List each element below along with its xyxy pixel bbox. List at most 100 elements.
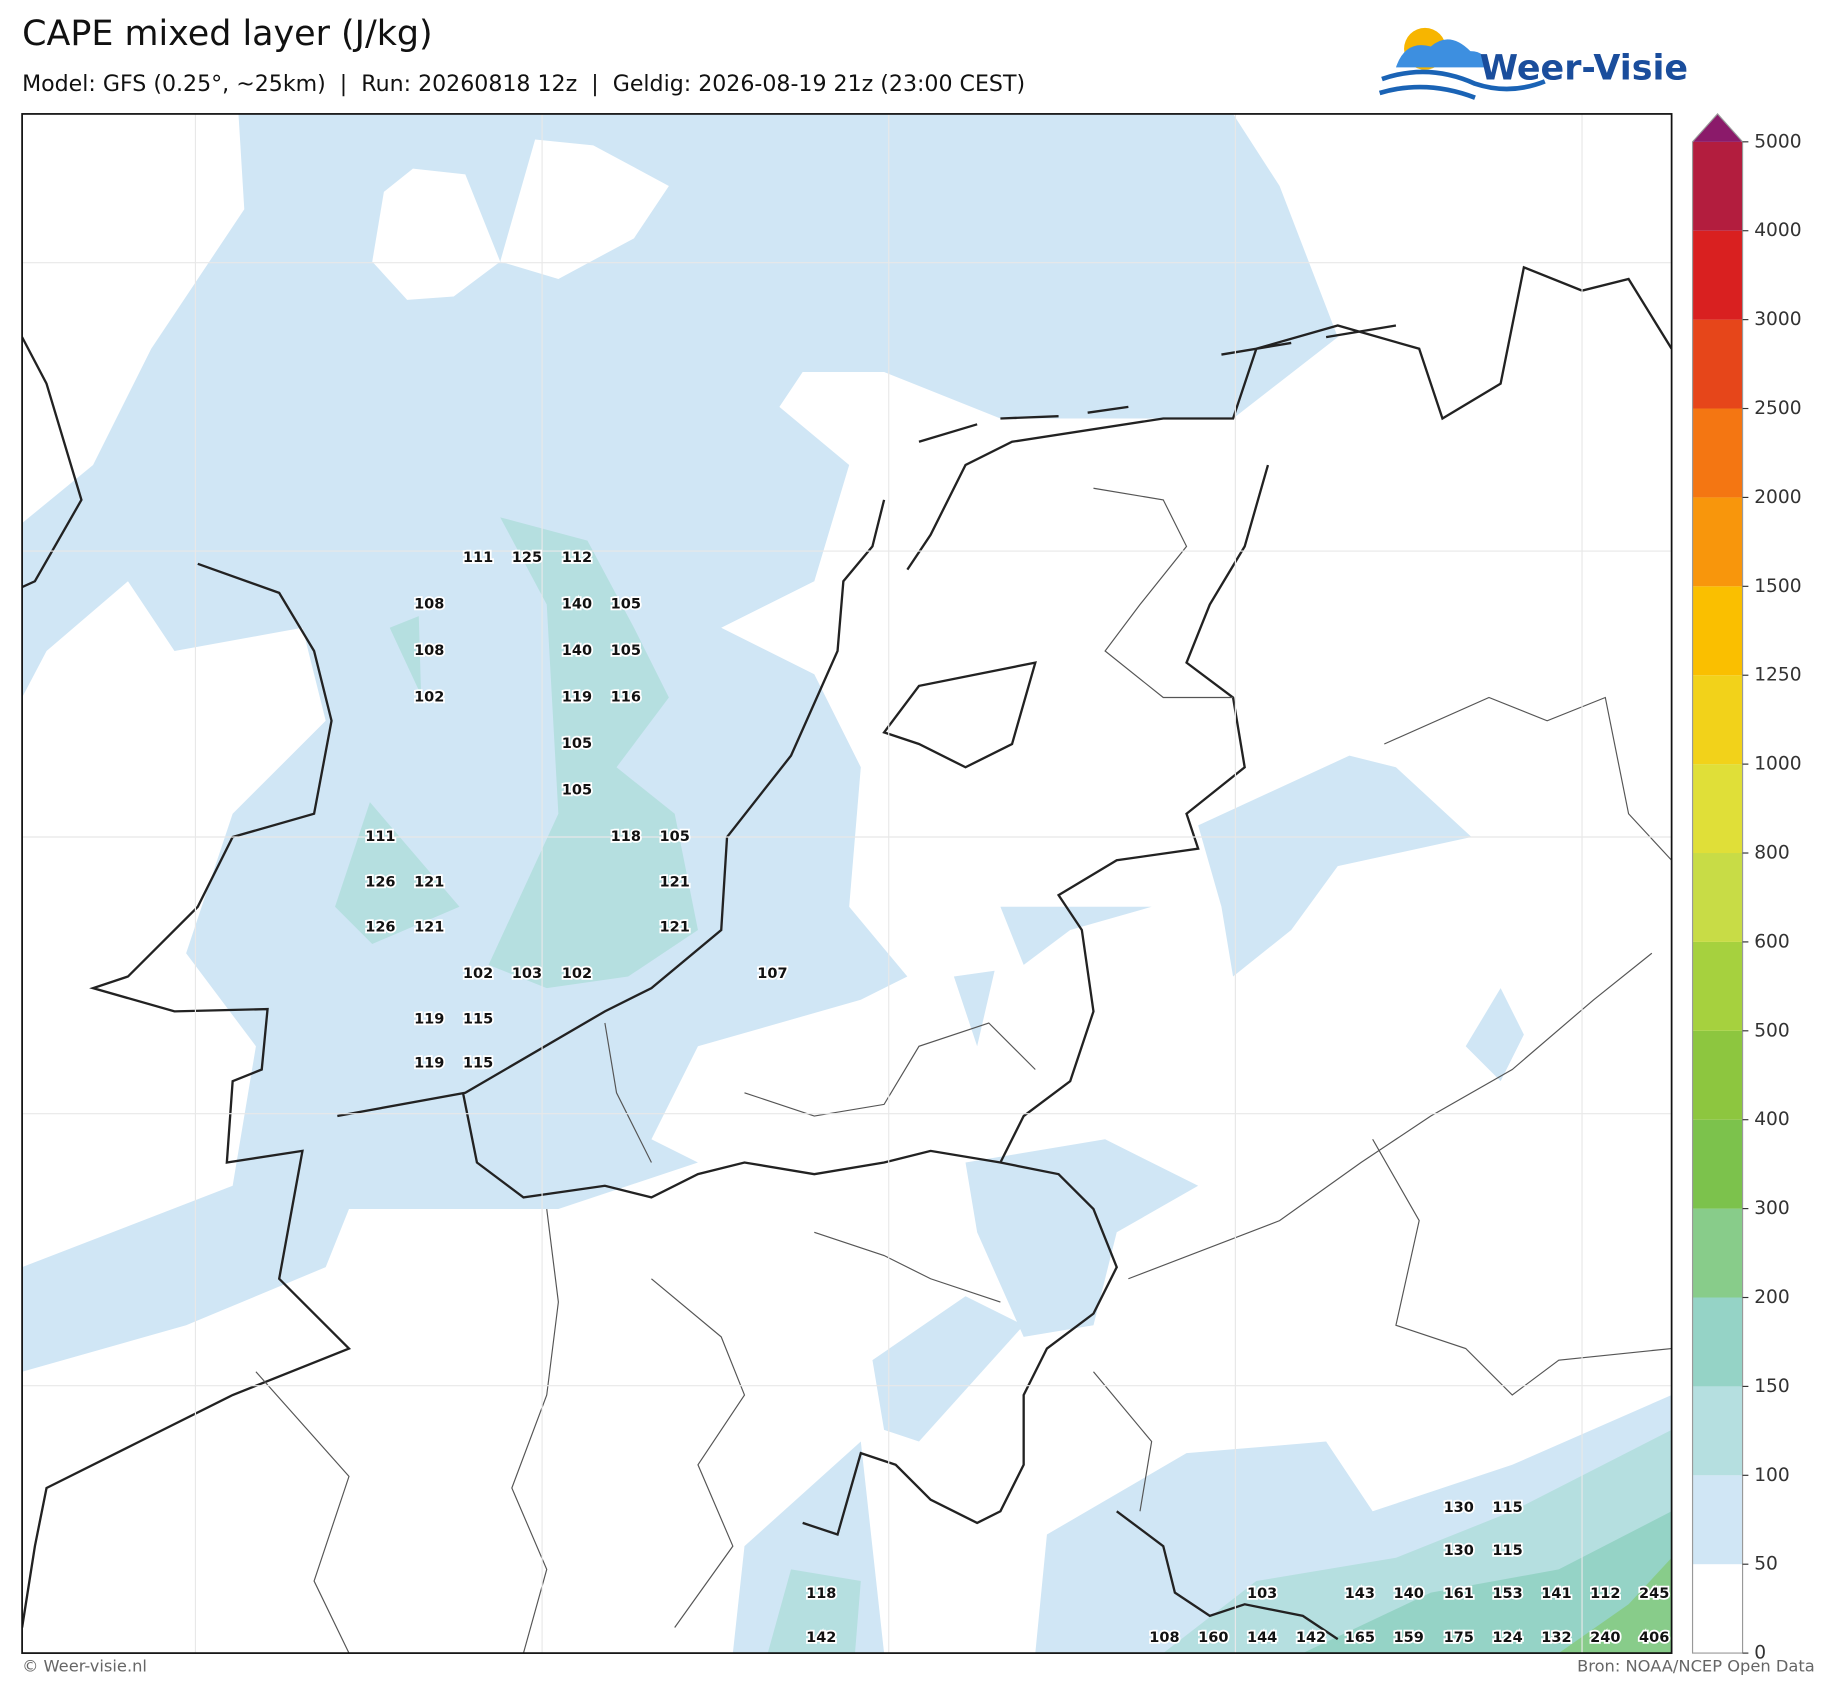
colorbar-tick-label: 400 <box>1754 1109 1790 1130</box>
colorbar-frame <box>1691 113 1744 1654</box>
cape-label: 175 <box>1444 1630 1474 1646</box>
colorbar-tick-label: 200 <box>1754 1287 1790 1308</box>
footer-left: © Weer-visie.nl <box>22 1657 147 1676</box>
colorbar-segment <box>1692 1475 1743 1565</box>
cape-label: 108 <box>1149 1630 1179 1646</box>
cape-label: 245 <box>1639 1586 1669 1602</box>
colorbar-segment <box>1692 319 1743 409</box>
cape-label: 111 <box>463 550 493 566</box>
cape-label: 144 <box>1247 1630 1277 1646</box>
cape-label: 240 <box>1590 1630 1620 1646</box>
cape-label: 126 <box>365 920 395 936</box>
map: 111 125 112 108 140 105 108 140 105 102 119 116 105 1… <box>21 113 1673 1654</box>
cape-label: 118 <box>806 1586 836 1602</box>
cape-label: 103 <box>512 966 542 982</box>
colorbar-tick-label: 1500 <box>1754 576 1801 597</box>
cape-label: 115 <box>463 1056 493 1072</box>
cape-label: 160 <box>1198 1630 1228 1646</box>
cape-label: 105 <box>611 643 641 659</box>
cape-label: 102 <box>562 966 592 982</box>
cape-label: 125 <box>512 550 542 566</box>
colorbar-tick-label: 2500 <box>1754 398 1801 419</box>
cape-label: 132 <box>1541 1630 1571 1646</box>
cape-label: 121 <box>660 874 690 890</box>
colorbar-tick-label: 0 <box>1754 1643 1766 1664</box>
colorbar-tick-label: 800 <box>1754 843 1790 864</box>
cape-label: 102 <box>414 690 444 706</box>
colorbar-segment <box>1692 853 1743 942</box>
cape-label: 102 <box>463 966 493 982</box>
colorbar-tick-label: 4000 <box>1754 220 1801 241</box>
colorbar-segment <box>1692 1297 1743 1387</box>
cape-label: 121 <box>414 874 444 890</box>
colorbar-tick-label: 1000 <box>1754 754 1801 775</box>
cape-label: 116 <box>611 690 641 706</box>
cape-label: 105 <box>562 783 592 799</box>
colorbar: 0 50 100 150 200 300 400 500 600 800 1000 1250 1500 2… <box>1691 113 1802 1664</box>
cape-label: 103 <box>1247 1586 1277 1602</box>
cape-label: 108 <box>414 643 444 659</box>
colorbar-segment <box>1692 1119 1743 1209</box>
colorbar-tick-label: 600 <box>1754 931 1790 952</box>
colorbar-segment <box>1692 141 1743 231</box>
colorbar-segment <box>1692 1030 1743 1120</box>
colorbar-segment <box>1692 764 1743 854</box>
colorbar-segment <box>1692 408 1743 498</box>
cape-label: 121 <box>660 920 690 936</box>
cape-label: 121 <box>414 920 444 936</box>
colorbar-tick-label: 50 <box>1754 1554 1778 1575</box>
colorbar-tick-label: 100 <box>1754 1465 1790 1486</box>
cape-label: 142 <box>806 1630 836 1646</box>
cape-label: 143 <box>1345 1586 1375 1602</box>
cape-label: 119 <box>562 690 592 706</box>
cape-label: 141 <box>1541 1586 1571 1602</box>
colorbar-extend <box>1692 113 1743 142</box>
cape-label: 115 <box>1492 1500 1522 1516</box>
cape-label: 111 <box>365 829 395 845</box>
cape-label: 115 <box>1492 1543 1522 1559</box>
colorbar-tick-label: 1250 <box>1754 665 1801 686</box>
colorbar-tick-label: 5000 <box>1754 131 1801 152</box>
colorbar-segment <box>1692 941 1743 1031</box>
colorbar-tick-label: 2000 <box>1754 487 1801 508</box>
cape-label: 124 <box>1492 1630 1522 1646</box>
cape-label: 406 <box>1639 1630 1669 1646</box>
colorbar-tick-label: 500 <box>1754 1020 1790 1041</box>
colorbar-segment <box>1692 586 1743 676</box>
cape-label: 130 <box>1444 1500 1474 1516</box>
cape-label: 161 <box>1444 1586 1474 1602</box>
title: CAPE mixed layer (J/kg) <box>22 14 433 54</box>
cape-label: 130 <box>1444 1543 1474 1559</box>
colorbar-tick-label: 300 <box>1754 1198 1790 1219</box>
footer-right: Bron: NOAA/NCEP Open Data <box>1577 1657 1815 1676</box>
cape-label: 112 <box>562 550 592 566</box>
colorbar-segment <box>1692 1386 1743 1476</box>
cape-label: 107 <box>757 966 787 982</box>
cape-label: 115 <box>463 1012 493 1028</box>
cape-label: 119 <box>414 1012 444 1028</box>
colorbar-segment <box>1692 497 1743 587</box>
cape-label: 159 <box>1394 1630 1424 1646</box>
colorbar-tick-label: 150 <box>1754 1376 1790 1397</box>
cape-label: 105 <box>660 829 690 845</box>
cape-label: 140 <box>1394 1586 1424 1602</box>
cape-label: 140 <box>562 597 592 613</box>
cape-label: 118 <box>611 829 641 845</box>
cape-label: 105 <box>611 597 641 613</box>
cape-label: 108 <box>414 597 444 613</box>
colorbar-segment <box>1692 1208 1743 1298</box>
cape-label: 112 <box>1590 1586 1620 1602</box>
cape-label: 153 <box>1492 1586 1522 1602</box>
cape-label: 105 <box>562 736 592 752</box>
colorbar-segment <box>1692 230 1743 320</box>
subtitle: Model: GFS (0.25°, ~25km) | Run: 2026081… <box>22 71 1025 97</box>
cape-label: 140 <box>562 643 592 659</box>
grid <box>22 113 1672 1654</box>
cape-area <box>22 113 1338 1372</box>
colorbar-segment <box>1692 1564 1743 1654</box>
logo: Weer-Visie <box>1378 27 1688 100</box>
logo-text: Weer-Visie <box>1480 49 1688 89</box>
cape-label: 119 <box>414 1056 444 1072</box>
cape-label: 165 <box>1345 1630 1375 1646</box>
